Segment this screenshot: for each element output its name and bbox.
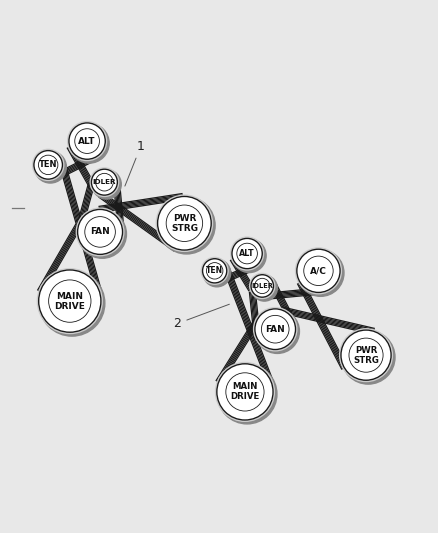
Text: IDLER: IDLER <box>93 179 116 185</box>
Circle shape <box>69 123 105 159</box>
Circle shape <box>339 329 392 382</box>
Text: PWR
STRG: PWR STRG <box>353 345 379 365</box>
Circle shape <box>251 274 273 297</box>
Circle shape <box>92 169 117 195</box>
Circle shape <box>90 168 119 197</box>
Circle shape <box>217 364 273 420</box>
Circle shape <box>233 239 266 272</box>
Circle shape <box>158 197 215 254</box>
Circle shape <box>297 249 344 296</box>
Circle shape <box>76 208 124 256</box>
Circle shape <box>39 270 105 336</box>
Circle shape <box>32 149 64 181</box>
Circle shape <box>39 270 101 332</box>
Circle shape <box>231 237 264 270</box>
Circle shape <box>215 362 274 421</box>
Text: A/C: A/C <box>310 266 327 276</box>
Circle shape <box>201 257 228 284</box>
Text: ALT: ALT <box>78 136 96 146</box>
Text: 2: 2 <box>173 304 230 330</box>
Circle shape <box>158 197 211 250</box>
Circle shape <box>156 195 212 252</box>
Circle shape <box>37 269 102 334</box>
Text: PWR
STRG: PWR STRG <box>171 214 198 233</box>
Circle shape <box>296 248 341 294</box>
Circle shape <box>69 123 109 163</box>
Text: TEN: TEN <box>206 266 223 276</box>
Circle shape <box>78 209 123 254</box>
Circle shape <box>78 210 127 259</box>
Circle shape <box>232 238 262 269</box>
Circle shape <box>254 308 297 351</box>
Circle shape <box>34 151 66 183</box>
Text: 1: 1 <box>125 140 145 186</box>
Text: FAN: FAN <box>265 325 285 334</box>
Circle shape <box>67 122 106 160</box>
Circle shape <box>217 364 277 424</box>
Circle shape <box>92 169 121 199</box>
Text: IDLER: IDLER <box>251 283 273 289</box>
Circle shape <box>250 273 275 298</box>
Circle shape <box>341 330 391 380</box>
Circle shape <box>255 309 296 350</box>
Circle shape <box>255 309 300 353</box>
Circle shape <box>203 259 231 287</box>
Text: MAIN
DRIVE: MAIN DRIVE <box>230 382 260 401</box>
Circle shape <box>341 330 395 384</box>
Text: FAN: FAN <box>90 228 110 237</box>
Circle shape <box>202 259 227 283</box>
Text: ALT: ALT <box>239 249 255 258</box>
Circle shape <box>34 151 63 179</box>
Circle shape <box>251 275 277 301</box>
Circle shape <box>297 249 340 293</box>
Text: TEN: TEN <box>39 160 57 169</box>
Text: MAIN
DRIVE: MAIN DRIVE <box>54 292 85 311</box>
